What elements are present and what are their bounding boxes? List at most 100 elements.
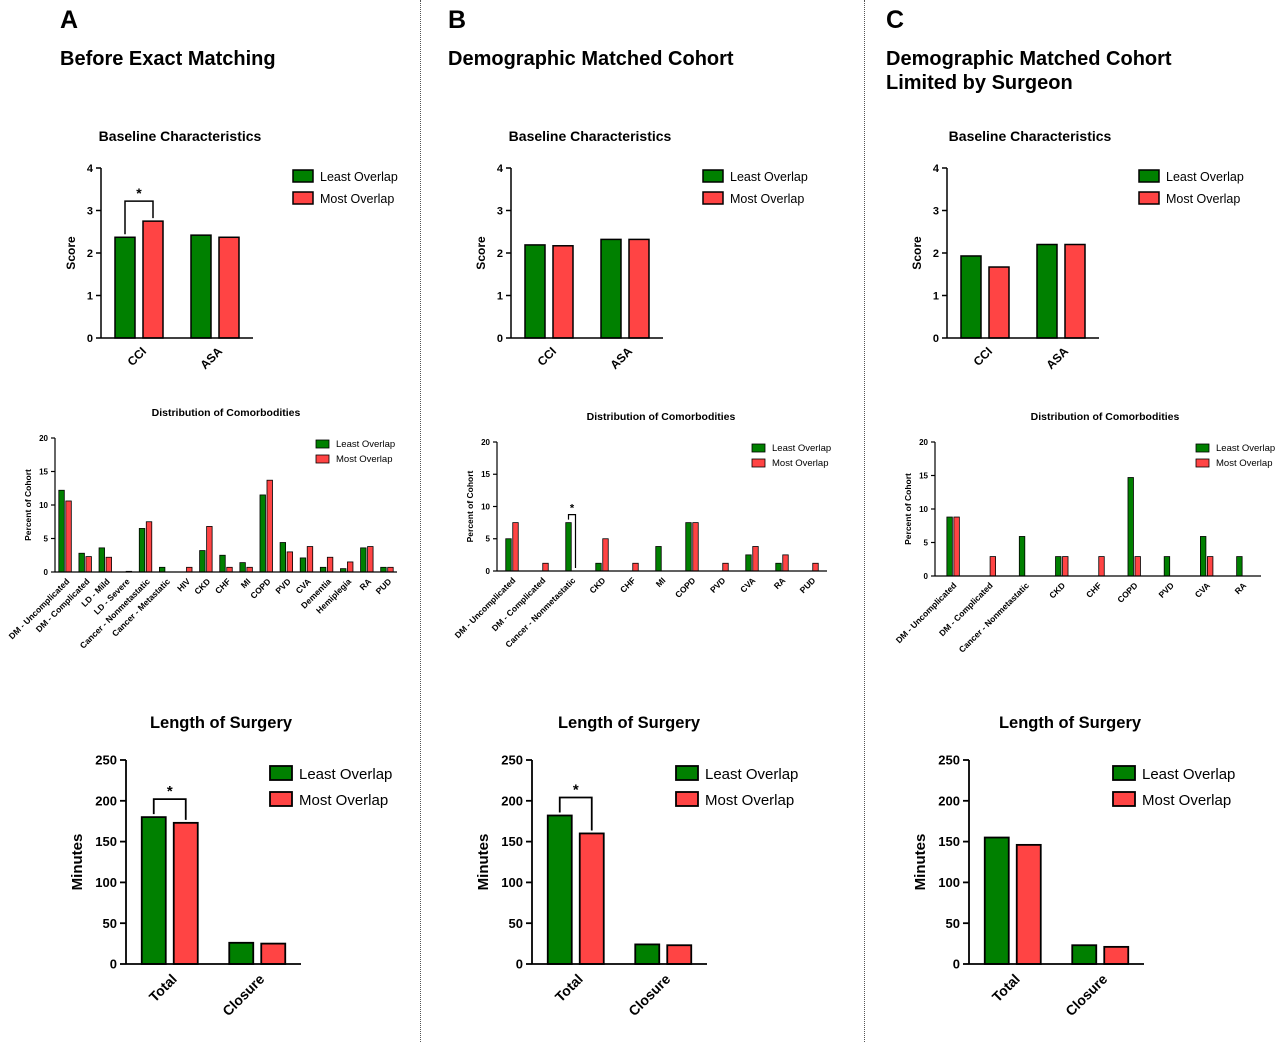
legend-swatch-least-overlap bbox=[292, 169, 314, 183]
bar-least-overlap bbox=[546, 814, 573, 965]
legend-label-most-overlap: Most Overlap bbox=[1166, 192, 1240, 206]
y-axis-label: Score bbox=[474, 236, 488, 270]
comorbidities-chart: Distribution of Comorbodities Percent of … bbox=[453, 411, 832, 650]
legend-label-least-overlap: Least Overlap bbox=[1142, 766, 1235, 783]
bar-most-overlap bbox=[782, 554, 789, 572]
category-label: CKD bbox=[587, 575, 607, 595]
bar-most-overlap bbox=[260, 942, 287, 965]
chart-title: Length of Surgery bbox=[999, 714, 1142, 732]
y-tick-label: 200 bbox=[501, 793, 523, 808]
category-label: Total bbox=[146, 971, 180, 1005]
significance-star: * bbox=[570, 503, 575, 515]
category-label: DM - Complicated bbox=[490, 575, 548, 633]
bar-least-overlap bbox=[1163, 556, 1171, 577]
bar-least-overlap bbox=[239, 562, 246, 573]
category-label: ASA bbox=[607, 344, 635, 372]
bar-most-overlap bbox=[347, 561, 354, 573]
y-tick-label: 2 bbox=[87, 248, 93, 260]
y-tick-label: 5 bbox=[44, 534, 49, 543]
bar-most-overlap bbox=[326, 556, 334, 573]
bar-most-overlap bbox=[1015, 843, 1042, 965]
category-label: CVA bbox=[738, 575, 757, 594]
chart-title: Distribution of Comorbodities bbox=[587, 411, 736, 423]
baseline-chart: Baseline Characteristics Score 0 1 2 3 4 CCI ASA… bbox=[910, 128, 1244, 372]
y-axis-label: Minutes bbox=[475, 834, 492, 891]
legend-swatch-most-overlap bbox=[751, 458, 766, 468]
y-tick-label: 0 bbox=[110, 957, 117, 972]
legend-swatch-least-overlap bbox=[1112, 765, 1136, 781]
legend-label-most-overlap: Most Overlap bbox=[1216, 458, 1273, 469]
bar-least-overlap bbox=[219, 554, 226, 573]
bar-least-overlap bbox=[745, 554, 752, 572]
category-label: PVD bbox=[708, 575, 727, 594]
significance-bracket bbox=[152, 798, 187, 820]
chart-title: Distribution of Comorbodities bbox=[152, 407, 301, 419]
y-tick-label: 20 bbox=[481, 438, 490, 447]
category-label: CKD bbox=[192, 576, 212, 596]
y-tick-label: 50 bbox=[103, 916, 117, 931]
y-tick-label: 100 bbox=[95, 875, 117, 890]
bar-least-overlap bbox=[199, 550, 206, 573]
surgery-length-chart: Length of Surgery Minutes 0 50 100 150 200 250 T… bbox=[475, 714, 798, 1019]
bar-most-overlap bbox=[812, 562, 819, 572]
category-label: CKD bbox=[1047, 580, 1067, 600]
bar-most-overlap bbox=[206, 526, 213, 573]
bar-most-overlap bbox=[387, 566, 394, 573]
bar-most-overlap bbox=[988, 266, 1010, 339]
significance-star: * bbox=[573, 781, 579, 798]
bar-most-overlap bbox=[1103, 945, 1130, 965]
y-axis-label: Minutes bbox=[69, 834, 86, 891]
bar-most-overlap bbox=[246, 566, 253, 573]
chart-title: Distribution of Comorbodities bbox=[1031, 411, 1180, 423]
category-label: Cancer - Nonmetastatic bbox=[957, 580, 1031, 654]
baseline-chart: Baseline Characteristics Score 0 1 2 3 4 CCI ASA… bbox=[474, 128, 808, 372]
category-label: Total bbox=[989, 971, 1023, 1005]
y-tick-label: 10 bbox=[39, 501, 48, 510]
bar-most-overlap bbox=[752, 546, 759, 572]
bar-most-overlap bbox=[989, 556, 996, 577]
bar-least-overlap bbox=[685, 522, 692, 572]
y-tick-label: 3 bbox=[497, 205, 503, 217]
category-label: PUD bbox=[798, 575, 818, 595]
legend-swatch-least-overlap bbox=[675, 765, 699, 781]
y-tick-label: 4 bbox=[87, 163, 94, 175]
chart-title: Length of Surgery bbox=[150, 714, 293, 732]
chart-title: Baseline Characteristics bbox=[99, 128, 262, 144]
y-tick-label: 250 bbox=[501, 753, 523, 768]
bar-least-overlap bbox=[1127, 477, 1134, 577]
category-label: MI bbox=[654, 575, 668, 589]
panel-title-line: Before Exact Matching bbox=[60, 48, 276, 70]
y-tick-label: 4 bbox=[497, 163, 504, 175]
panel-title: Before Exact Matching bbox=[60, 47, 276, 71]
y-tick-label: 1 bbox=[933, 290, 939, 302]
y-tick-label: 2 bbox=[497, 248, 503, 260]
bar-least-overlap bbox=[279, 542, 287, 573]
y-tick-label: 15 bbox=[919, 471, 928, 480]
legend-label-least-overlap: Least Overlap bbox=[299, 766, 392, 783]
y-tick-label: 0 bbox=[953, 957, 960, 972]
y-tick-label: 15 bbox=[39, 467, 48, 476]
y-tick-label: 3 bbox=[933, 205, 939, 217]
bar-least-overlap bbox=[299, 557, 307, 573]
legend-swatch-most-overlap bbox=[315, 454, 330, 464]
category-label: ASA bbox=[197, 344, 225, 372]
category-label: Total bbox=[552, 971, 586, 1005]
bar-most-overlap bbox=[692, 522, 699, 572]
y-axis-label: Percent of Cohort bbox=[465, 470, 475, 542]
bar-least-overlap bbox=[380, 566, 387, 573]
panel-divider bbox=[420, 0, 421, 1042]
y-axis-label: Score bbox=[64, 236, 78, 270]
bar-least-overlap bbox=[114, 236, 136, 339]
category-label: MI bbox=[239, 576, 253, 590]
chart-title: Baseline Characteristics bbox=[509, 128, 672, 144]
legend-label-most-overlap: Most Overlap bbox=[772, 458, 829, 469]
category-label: RA bbox=[1233, 580, 1249, 596]
category-label: CCI bbox=[535, 344, 560, 369]
significance-star: * bbox=[167, 783, 173, 800]
y-axis-label: Percent of Cohort bbox=[23, 469, 33, 541]
y-tick-label: 100 bbox=[501, 875, 523, 890]
panel-letter: B bbox=[448, 6, 467, 34]
category-label: CHF bbox=[1084, 580, 1103, 599]
legend-swatch-most-overlap bbox=[269, 791, 293, 807]
legend-swatch-least-overlap bbox=[315, 439, 330, 449]
